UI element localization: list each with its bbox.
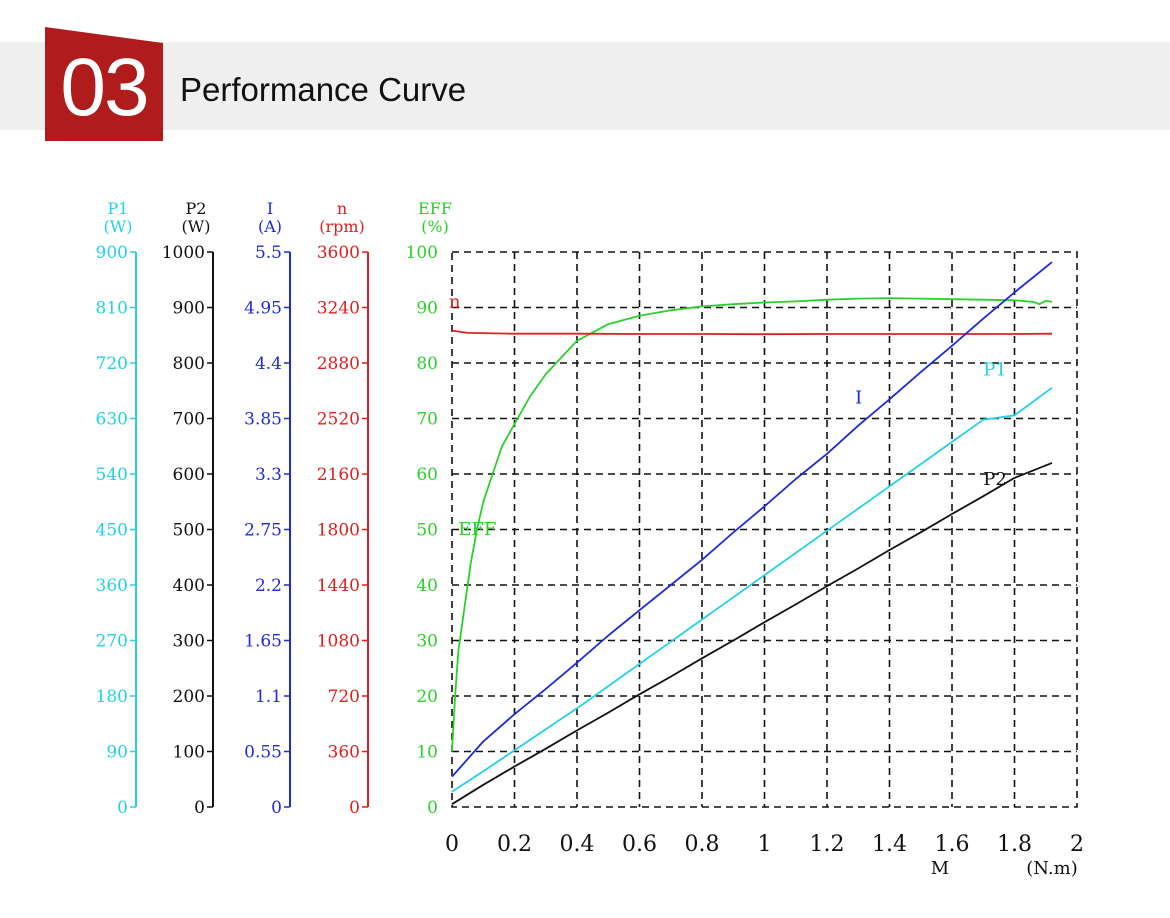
y-tick-label-p1: 720 (96, 354, 128, 374)
x-axis-label: M (931, 858, 949, 879)
section-number-badge (45, 27, 163, 141)
x-axis-unit: (N.m) (1026, 858, 1077, 879)
y-tick-label-eff: 0 (427, 798, 438, 818)
y-axis-label-eff: EFF (418, 199, 452, 218)
y-tick-label-p1: 180 (96, 687, 128, 707)
y-tick-label-p1: 540 (96, 465, 128, 485)
y-tick-label-eff: 60 (416, 465, 438, 485)
series-label-p2: P2 (983, 469, 1007, 490)
y-tick-label-eff: 10 (416, 743, 438, 763)
y-tick-label-eff: 20 (416, 687, 438, 707)
y-tick-label-n: 2880 (317, 354, 360, 374)
y-tick-label-i: 4.95 (244, 299, 282, 319)
y-tick-label-p1: 900 (96, 243, 128, 263)
y-tick-label-p1: 90 (106, 743, 128, 763)
y-tick-label-p2: 100 (173, 743, 205, 763)
y-tick-label-i: 3.3 (255, 465, 282, 485)
y-tick-label-i: 2.75 (244, 521, 282, 541)
y-tick-label-p2: 800 (173, 354, 205, 374)
y-tick-label-n: 720 (328, 687, 360, 707)
y-axis-label-p1: P1 (108, 199, 129, 218)
y-tick-label-p1: 810 (96, 299, 128, 319)
y-axis-label-i: I (267, 199, 273, 218)
y-tick-label-p2: 300 (173, 632, 205, 652)
section-number: 03 (60, 42, 149, 133)
y-tick-label-eff: 100 (406, 243, 438, 263)
y-tick-label-n: 360 (328, 743, 360, 763)
y-axis-unit-i: (A) (258, 217, 282, 236)
y-axis-unit-p2: (W) (182, 217, 211, 236)
x-tick-label: 0.2 (497, 832, 532, 857)
y-tick-label-eff: 30 (416, 632, 438, 652)
y-axis-label-n: n (337, 199, 347, 218)
series-line-n (451, 329, 1053, 336)
y-axis-unit-p1: (W) (104, 217, 133, 236)
x-tick-label: 0.4 (560, 832, 595, 857)
y-tick-label-eff: 90 (416, 299, 438, 319)
y-tick-label-p1: 450 (96, 521, 128, 541)
x-tick-label: 1.4 (872, 832, 907, 857)
y-axis-unit-eff: (%) (421, 217, 449, 236)
y-tick-label-p2: 1000 (162, 243, 205, 263)
y-tick-label-n: 1800 (317, 521, 360, 541)
section-title: Performance Curve (180, 71, 467, 108)
y-tick-label-p2: 600 (173, 465, 205, 485)
y-tick-label-p2: 900 (173, 299, 205, 319)
y-tick-label-p1: 270 (96, 632, 128, 652)
x-tick-label: 0.6 (622, 832, 657, 857)
x-tick-label: 2 (1070, 832, 1084, 857)
y-tick-label-n: 3600 (317, 243, 360, 263)
y-tick-label-n: 2160 (317, 465, 360, 485)
y-tick-label-n: 2520 (317, 410, 360, 430)
y-tick-label-n: 1080 (317, 632, 360, 652)
x-tick-label: 1 (758, 832, 772, 857)
y-tick-label-p1: 360 (96, 576, 128, 596)
y-tick-label-i: 4.4 (255, 354, 282, 374)
y-tick-label-p1: 630 (96, 410, 128, 430)
series-line-eff (451, 297, 1053, 752)
y-tick-label-i: 0.55 (244, 743, 282, 763)
x-tick-label: 1.6 (935, 832, 970, 857)
y-tick-label-p2: 500 (173, 521, 205, 541)
y-axis-label-p2: P2 (186, 199, 207, 218)
y-tick-label-p2: 700 (173, 410, 205, 430)
y-tick-label-p2: 400 (173, 576, 205, 596)
series-line-i (451, 261, 1053, 778)
y-tick-label-eff: 50 (416, 521, 438, 541)
y-tick-label-eff: 40 (416, 576, 438, 596)
series-label-p1: P1 (983, 359, 1007, 380)
y-tick-label-i: 2.2 (255, 576, 282, 596)
series-label-eff: EFF (458, 519, 496, 540)
performance-curve-chart: 0 0.2 0.4 0.6 0.8 1 1.2 1.4 1.6 1.8 2M (N.m)P1(W)90… (96, 199, 1084, 879)
y-tick-label-n: 0 (349, 798, 360, 818)
y-tick-label-eff: 70 (416, 410, 438, 430)
series-label-i: I (855, 387, 862, 408)
header-band (0, 42, 1170, 130)
series-line-p2 (451, 462, 1053, 805)
y-tick-label-eff: 80 (416, 354, 438, 374)
y-tick-label-i: 1.1 (255, 687, 282, 707)
y-tick-label-i: 5.5 (255, 243, 282, 263)
y-tick-label-i: 3.85 (244, 410, 282, 430)
y-tick-label-p2: 0 (194, 798, 205, 818)
series-line-p1 (451, 386, 1053, 793)
series-label-n: n (449, 292, 461, 313)
x-tick-label: 0 (445, 832, 459, 857)
y-tick-label-p2: 200 (173, 687, 205, 707)
y-tick-label-i: 1.65 (244, 632, 282, 652)
x-tick-label: 1.8 (997, 832, 1032, 857)
y-tick-label-n: 3240 (317, 299, 360, 319)
y-tick-label-i: 0 (271, 798, 282, 818)
x-tick-label: 0.8 (685, 832, 720, 857)
y-tick-label-p1: 0 (117, 798, 128, 818)
y-tick-label-n: 1440 (317, 576, 360, 596)
x-tick-label: 1.2 (810, 832, 845, 857)
y-axis-unit-n: (rpm) (319, 217, 365, 236)
